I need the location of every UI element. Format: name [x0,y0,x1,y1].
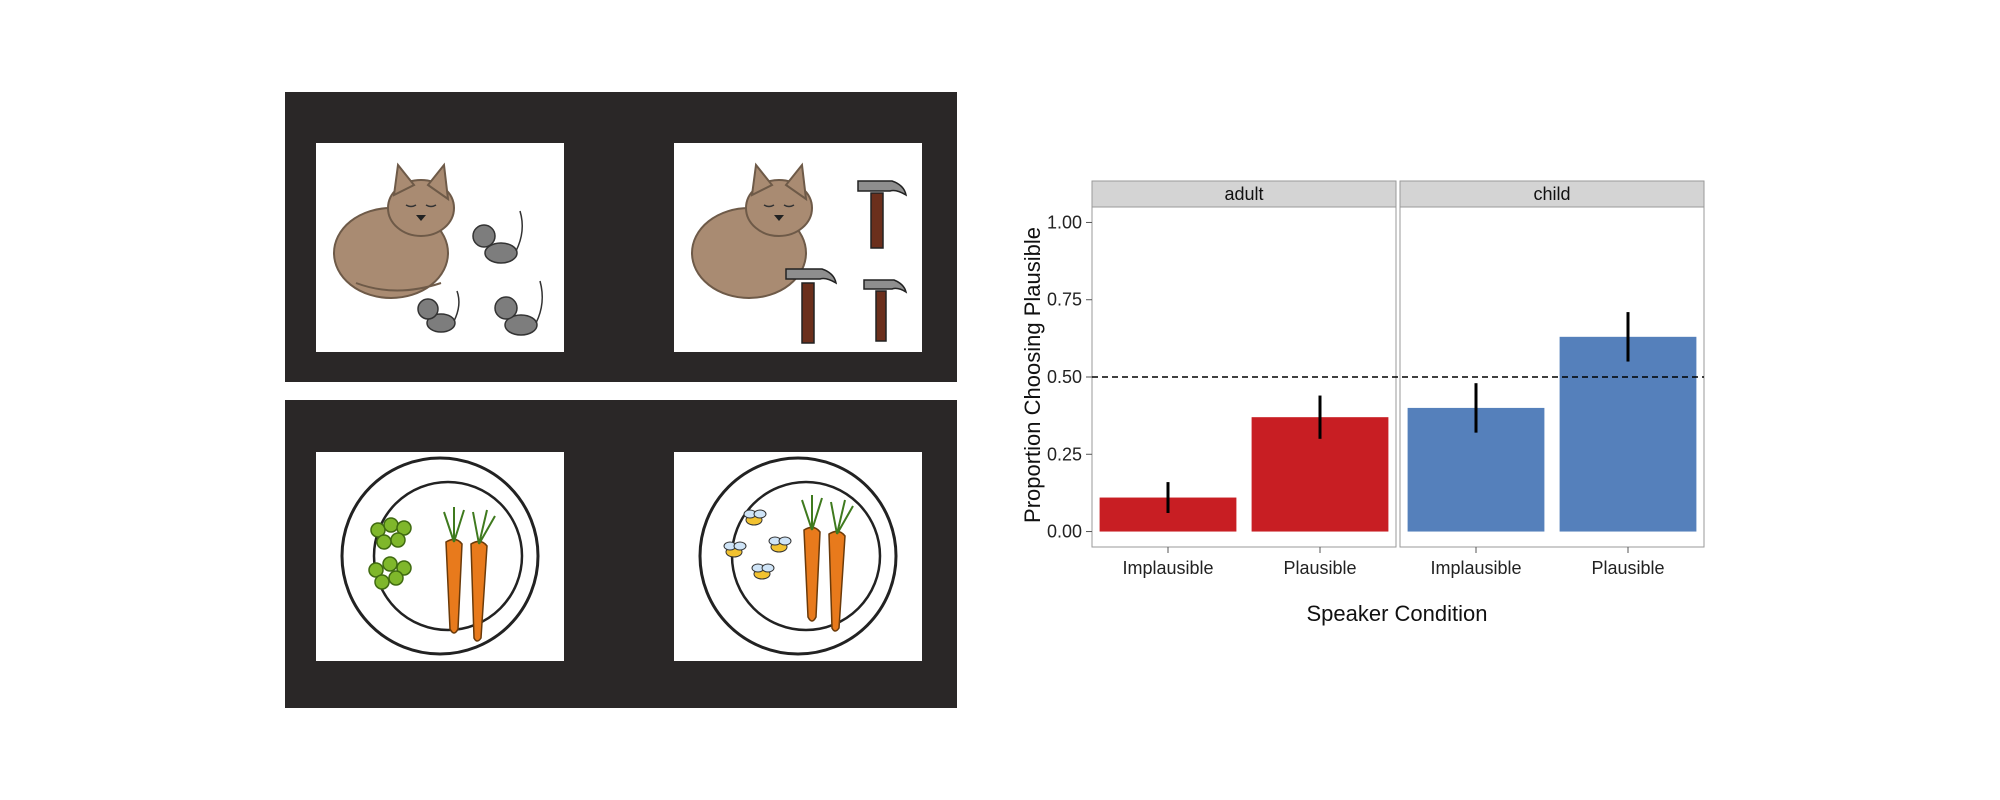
y-axis-title: Proportion Choosing Plausible [1020,227,1045,523]
stimulus-panel-top [285,92,957,382]
plate-peas-carrots-icon [340,456,540,656]
x-axis-title: Speaker Condition [1306,601,1487,626]
chart-panels [1091,206,1705,548]
x-tick-label: Plausible [1591,558,1664,578]
stimulus-card-bees-carrots [674,452,922,661]
facet-label-adult: adult [1224,184,1263,204]
stimulus-card-cat-kittens [316,143,564,352]
y-axis: 0.00 0.25 0.50 0.75 1.00 [1047,212,1092,542]
x-tick-label: Implausible [1122,558,1213,578]
bar-chart: adult child 0.00 0.25 0.50 0.75 1.00 Implausi… [1020,180,1705,626]
facet-strip-adult [1091,180,1397,208]
bar-child-plausible [1559,336,1697,532]
cat-with-hammers-icon [691,162,908,344]
facet-label-child: child [1533,184,1570,204]
cat-with-kittens-icon [333,162,543,336]
facet-strip-child [1399,180,1705,208]
stimulus-panel-bottom [285,400,957,708]
y-tick-label: 0.25 [1047,444,1082,464]
x-tick-label: Plausible [1283,558,1356,578]
stimulus-card-peas-carrots [316,452,564,661]
y-tick-label: 0.75 [1047,290,1082,310]
x-tick-label: Implausible [1430,558,1521,578]
y-tick-label: 1.00 [1047,212,1082,232]
x-axis: Implausible Plausible Implausible Plausible [1122,547,1665,578]
stimulus-card-cat-hammers [674,143,922,352]
y-tick-label: 0.00 [1047,522,1082,542]
y-tick-label: 0.50 [1047,367,1082,387]
plate-bees-carrots-icon [698,456,898,656]
facet-strips: adult child [1091,180,1705,208]
